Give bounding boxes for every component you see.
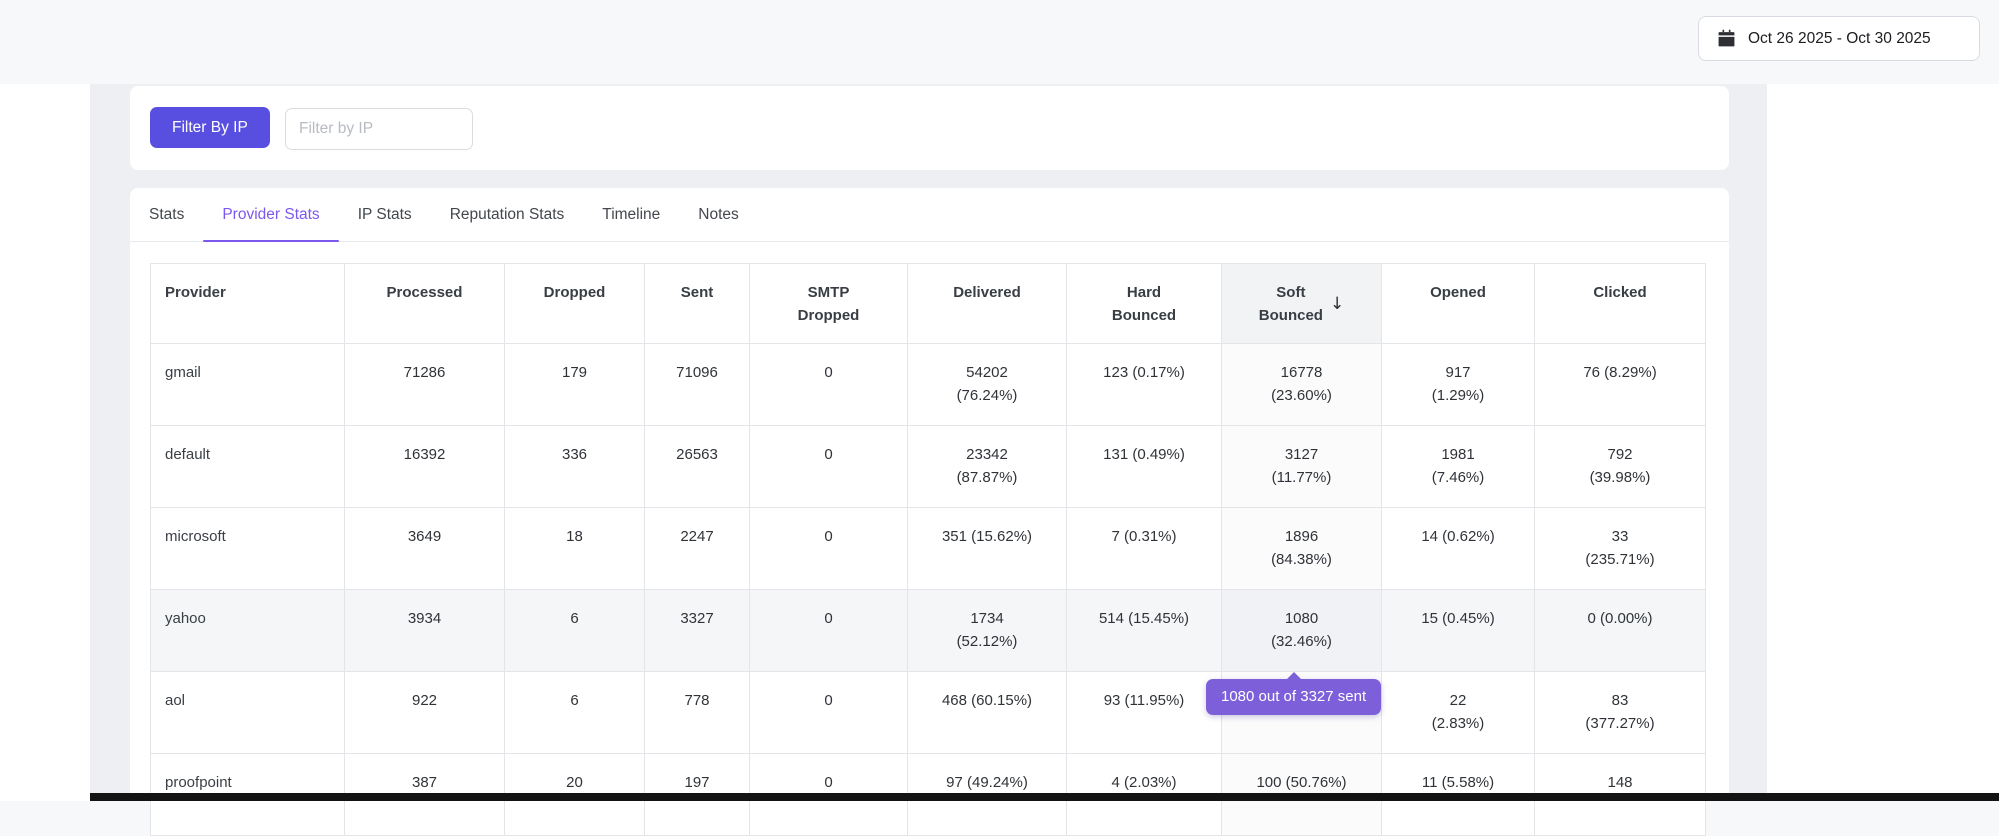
stat-cell: 792 (39.98%): [1534, 425, 1706, 508]
stat-cell: 93 (11.95%): [1066, 671, 1222, 754]
date-range-label: Oct 26 2025 - Oct 30 2025: [1748, 29, 1931, 47]
table-row-gmail[interactable]: gmail 71286 179 71096 0 54202 (76.24%) 123 (0.…: [150, 343, 1706, 426]
stat-cell: 15 (0.45%): [1381, 589, 1535, 672]
tab-ip-stats[interactable]: IP Stats: [357, 205, 412, 223]
stat-cell: 778: [644, 671, 750, 754]
provider-name-cell: microsoft: [150, 507, 345, 590]
column-header-opened[interactable]: Opened: [1381, 263, 1535, 344]
table-row-aol[interactable]: aol 922 6 778 0 468 (60.15%) 93 (11.95%) 22 (2.…: [150, 671, 1706, 754]
stat-cell: 3649: [344, 507, 505, 590]
column-header-sent[interactable]: Sent: [644, 263, 750, 344]
table-header-row: Provider Processed Dropped Sent SMTP Dropped…: [150, 263, 1706, 344]
column-header-provider[interactable]: Provider: [150, 263, 345, 344]
left-white-strip: [0, 84, 90, 801]
stat-cell: 6: [504, 671, 645, 754]
stat-cell: 131 (0.49%): [1066, 425, 1222, 508]
stat-cell: 3934: [344, 589, 505, 672]
stat-cell: 0: [749, 507, 908, 590]
tab-provider-stats[interactable]: Provider Stats: [203, 188, 340, 242]
table-body: gmail 71286 179 71096 0 54202 (76.24%) 123 (0.…: [150, 343, 1706, 836]
stat-cell: 179: [504, 343, 645, 426]
filter-card: Filter By IP: [130, 86, 1729, 170]
column-header-soft-bounced[interactable]: Soft Bounced ↓: [1221, 263, 1382, 344]
stat-cell: 22 (2.83%): [1381, 671, 1535, 754]
stat-cell: 33 (235.71%): [1534, 507, 1706, 590]
column-label: Soft Bounced: [1258, 284, 1323, 324]
table-row-yahoo[interactable]: yahoo 3934 6 3327 0 1734 (52.12%) 514 (15.45%)…: [150, 589, 1706, 672]
stat-cell: 6: [504, 589, 645, 672]
stat-cell: 7 (0.31%): [1066, 507, 1222, 590]
tab-notes[interactable]: Notes: [698, 205, 739, 223]
column-header-processed[interactable]: Processed: [344, 263, 505, 344]
stat-cell: 514 (15.45%): [1066, 589, 1222, 672]
right-white-panel: [1767, 84, 1999, 801]
stat-cell: 3327: [644, 589, 750, 672]
filter-by-ip-button[interactable]: Filter By IP: [150, 107, 270, 148]
stat-cell: 0: [749, 425, 908, 508]
stat-cell: 54202 (76.24%): [907, 343, 1067, 426]
stat-cell: 16392: [344, 425, 505, 508]
stat-cell: 351 (15.62%): [907, 507, 1067, 590]
table-row-default[interactable]: default 16392 336 26563 0 23342 (87.87%) 131 (…: [150, 425, 1706, 508]
stat-cell: 922: [344, 671, 505, 754]
tab-timeline[interactable]: Timeline: [602, 205, 661, 223]
stat-cell: 0: [749, 589, 908, 672]
stat-cell: 0 (0.00%): [1534, 589, 1706, 672]
calendar-icon: [1717, 29, 1736, 48]
stat-cell: 1896 (84.38%): [1221, 507, 1382, 590]
stat-cell: 71286: [344, 343, 505, 426]
sort-desc-arrow-icon: ↓: [1329, 293, 1345, 314]
column-header-delivered[interactable]: Delivered: [907, 263, 1067, 344]
stat-cell: 336: [504, 425, 645, 508]
provider-stats-table: Provider Processed Dropped Sent SMTP Dropped…: [150, 263, 1706, 836]
column-header-smtp-dropped[interactable]: SMTP Dropped: [749, 263, 908, 344]
tabs: Stats Provider Stats IP Stats Reputation St…: [130, 188, 1729, 242]
stat-cell: 3127 (11.77%): [1221, 425, 1382, 508]
top-bar: [0, 0, 1999, 84]
tooltip-text: 1080 out of 3327 sent: [1221, 688, 1367, 705]
stat-cell: 83 (377.27%): [1534, 671, 1706, 754]
stat-cell: 26563: [644, 425, 750, 508]
stat-cell: 1981 (7.46%): [1381, 425, 1535, 508]
stat-cell: 18: [504, 507, 645, 590]
provider-name-cell: default: [150, 425, 345, 508]
stat-cell: 468 (60.15%): [907, 671, 1067, 754]
stat-cell: 123 (0.17%): [1066, 343, 1222, 426]
provider-name-cell: yahoo: [150, 589, 345, 672]
column-header-dropped[interactable]: Dropped: [504, 263, 645, 344]
stat-cell: 0: [749, 671, 908, 754]
stat-cell: 23342 (87.87%): [907, 425, 1067, 508]
stat-cell: 2247: [644, 507, 750, 590]
filter-by-ip-input[interactable]: [285, 108, 473, 150]
stat-cell: 0: [749, 343, 908, 426]
column-header-hard-bounced[interactable]: Hard Bounced: [1066, 263, 1222, 344]
tab-stats[interactable]: Stats: [149, 205, 185, 223]
bottom-dark-bar: [90, 793, 1999, 801]
provider-name-cell: gmail: [150, 343, 345, 426]
stat-cell: 1734 (52.12%): [907, 589, 1067, 672]
stat-cell: 14 (0.62%): [1381, 507, 1535, 590]
stat-cell: 16778 (23.60%): [1221, 343, 1382, 426]
date-range-button[interactable]: Oct 26 2025 - Oct 30 2025: [1698, 16, 1980, 61]
soft-bounced-tooltip: 1080 out of 3327 sent: [1206, 672, 1382, 715]
stats-card: Stats Provider Stats IP Stats Reputation St…: [130, 188, 1729, 836]
stat-cell: 71096: [644, 343, 750, 426]
provider-name-cell: aol: [150, 671, 345, 754]
column-header-clicked[interactable]: Clicked: [1534, 263, 1706, 344]
stat-cell: 76 (8.29%): [1534, 343, 1706, 426]
stat-cell: 1080 (32.46%): [1221, 589, 1382, 672]
tab-reputation-stats[interactable]: Reputation Stats: [449, 205, 565, 223]
table-row-microsoft[interactable]: microsoft 3649 18 2247 0 351 (15.62%) 7 (0.31%…: [150, 507, 1706, 590]
stat-cell: 917 (1.29%): [1381, 343, 1535, 426]
